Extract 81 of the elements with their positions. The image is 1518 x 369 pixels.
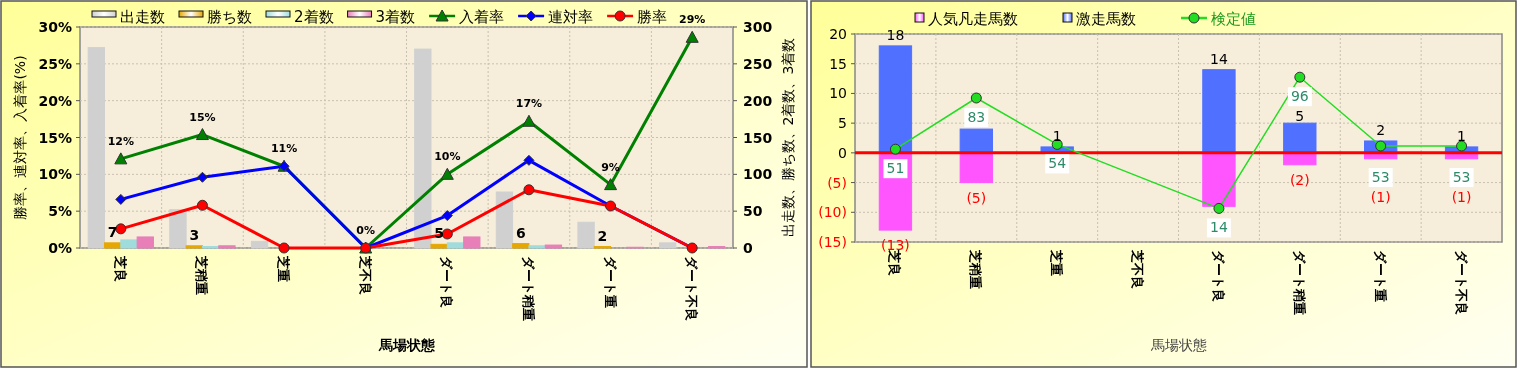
data-label: (1) bbox=[1451, 189, 1472, 205]
x-tick-label: ダート稍重 bbox=[520, 256, 536, 321]
y2-tick-label: 200 bbox=[743, 92, 773, 109]
legend-label: 3着数 bbox=[375, 8, 416, 26]
y-tick-label: 10 bbox=[829, 85, 847, 102]
data-label: (1) bbox=[1370, 189, 1391, 205]
data-label: 18 bbox=[886, 26, 905, 43]
data-label: 14 bbox=[1210, 219, 1228, 236]
data-label: 14 bbox=[1210, 50, 1228, 67]
x-tick-label: ダート重 bbox=[602, 256, 618, 308]
x-tick-label: ダート重 bbox=[1372, 250, 1388, 302]
data-label: 51 bbox=[886, 160, 905, 177]
y-tick-label: 20% bbox=[38, 92, 72, 109]
data-label: 1 bbox=[1052, 127, 1062, 144]
legend-label: 人気凡走馬数 bbox=[928, 10, 1018, 28]
y-axis-title: 勝率、連対率、入着率(%) bbox=[12, 55, 28, 220]
legend-label: 検定値 bbox=[1211, 10, 1256, 28]
data-label: 5 bbox=[1295, 108, 1305, 125]
data-label: 6 bbox=[515, 224, 526, 241]
data-label: 1 bbox=[1457, 127, 1467, 144]
data-label: 83 bbox=[967, 109, 986, 125]
y2-axis-title: 出走数、勝ち数、2着数、3着数 bbox=[780, 37, 796, 238]
y-tick-label: 10% bbox=[38, 166, 72, 183]
x-tick-label: ダート良 bbox=[439, 256, 455, 308]
data-label: 53 bbox=[1452, 169, 1471, 185]
data-label: 2 bbox=[597, 227, 608, 244]
data-label: 54 bbox=[1048, 155, 1067, 172]
y-tick-label: 25% bbox=[38, 55, 72, 72]
data-label: 2 bbox=[1376, 121, 1386, 138]
y-tick-label: (10) bbox=[818, 204, 847, 221]
x-tick-label: 芝稍重 bbox=[968, 249, 984, 289]
legend-label: 2着数 bbox=[294, 8, 334, 26]
x-axis-title: 馬場状態 bbox=[377, 337, 436, 353]
x-tick-label: 芝不良 bbox=[1130, 249, 1146, 289]
data-label: 3 bbox=[189, 226, 200, 243]
y-tick-label: 15% bbox=[38, 129, 72, 146]
legend-label: 勝率 bbox=[637, 8, 668, 26]
legend-label: 入着率 bbox=[459, 8, 505, 26]
y-tick-label: 30% bbox=[38, 19, 72, 35]
data-label: 17% bbox=[515, 97, 543, 111]
y2-tick-label: 100 bbox=[743, 166, 773, 183]
data-label: 53 bbox=[1371, 169, 1390, 185]
y-tick-label: 0% bbox=[48, 240, 72, 256]
y2-tick-label: 300 bbox=[743, 19, 773, 35]
data-label: 96 bbox=[1290, 88, 1309, 105]
x-tick-label: 芝重 bbox=[276, 255, 292, 282]
y-tick-label: (5) bbox=[827, 174, 847, 191]
y2-tick-label: 50 bbox=[743, 203, 763, 220]
x-axis-title: 馬場状態 bbox=[1149, 337, 1207, 353]
data-label: 0% bbox=[356, 224, 376, 237]
legend-label: 連対率 bbox=[548, 8, 594, 26]
y-tick-label: 5% bbox=[48, 203, 72, 220]
data-label: 9% bbox=[601, 160, 620, 174]
x-tick-label: 芝稍重 bbox=[194, 255, 210, 295]
data-label: (5) bbox=[966, 189, 987, 206]
y-tick-label: 5 bbox=[838, 115, 847, 132]
y2-tick-label: 0 bbox=[743, 240, 753, 256]
x-tick-label: ダート不良 bbox=[684, 256, 700, 321]
x-tick-label: ダート稍重 bbox=[1291, 250, 1307, 315]
x-tick-label: ダート良 bbox=[1210, 250, 1226, 302]
x-tick-label: 芝良 bbox=[112, 255, 128, 282]
data-label: 10% bbox=[434, 150, 461, 164]
x-tick-label: 芝良 bbox=[887, 249, 903, 276]
y-tick-label: 0 bbox=[838, 144, 847, 161]
y-tick-label: 15 bbox=[829, 55, 847, 72]
x-tick-label: 芝重 bbox=[1049, 249, 1065, 276]
x-tick-label: 芝不良 bbox=[357, 255, 373, 295]
legend-label: 激走馬数 bbox=[1076, 10, 1136, 28]
data-label: 29% bbox=[679, 13, 706, 27]
data-label: 7 bbox=[107, 223, 118, 240]
data-label: 12% bbox=[107, 134, 134, 148]
y2-tick-label: 250 bbox=[743, 55, 773, 72]
y-tick-label: (15) bbox=[818, 234, 847, 250]
legend-label: 出走数 bbox=[120, 8, 165, 26]
data-label: 15% bbox=[189, 110, 216, 124]
data-label: (2) bbox=[1289, 171, 1310, 188]
x-tick-label: ダート不良 bbox=[1453, 250, 1469, 315]
legend-label: 勝ち数 bbox=[207, 8, 252, 26]
y-tick-label: 20 bbox=[829, 26, 847, 42]
y2-tick-label: 150 bbox=[743, 129, 773, 146]
data-label: 11% bbox=[270, 142, 298, 156]
